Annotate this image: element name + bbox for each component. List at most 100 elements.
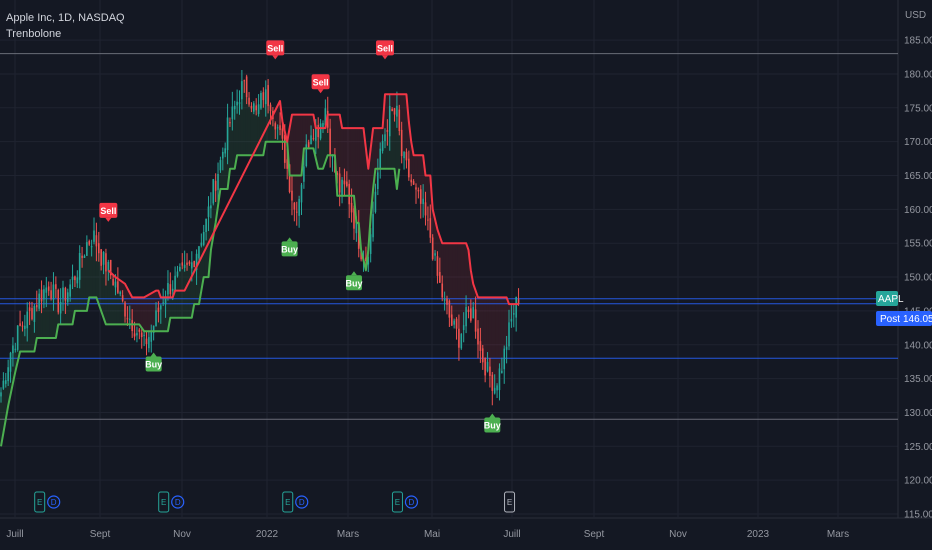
buy-signal-text: Buy: [484, 420, 501, 430]
candle-body: [97, 243, 100, 254]
dividend-icon[interactable]: D: [295, 495, 309, 509]
candle-body: [388, 105, 391, 137]
support-fill: [178, 266, 182, 318]
support-fill: [250, 108, 253, 156]
resistance-fill: [390, 94, 394, 112]
time-tick-label: Mars: [337, 529, 359, 540]
candle-body: [393, 108, 396, 115]
candle-body: [114, 281, 117, 288]
earnings-icon-frame: [34, 491, 46, 513]
sell-signal: Sell: [311, 74, 330, 94]
resistance-fill: [348, 128, 351, 205]
candle-body: [128, 318, 131, 320]
candle-body: [155, 310, 157, 327]
support-fill: [102, 252, 105, 318]
earnings-icon[interactable]: E: [391, 491, 403, 513]
indicator-name[interactable]: Trenbolone: [6, 28, 62, 40]
resistance-fill: [274, 110, 277, 130]
candle-body: [355, 221, 358, 234]
candle-body: [93, 230, 95, 242]
resistance-fill: [307, 114, 310, 148]
resistance-fill: [359, 128, 363, 260]
resistance-fill: [159, 297, 162, 306]
ticker-tag-bg: [876, 291, 898, 306]
support-fill: [262, 100, 265, 156]
candle-body: [496, 385, 498, 391]
time-axis[interactable]: Juill Sept Nov 2022 Mars Mai Juill Sept Nov 2023 M…: [6, 529, 849, 540]
candle-body: [28, 307, 31, 311]
candle-body: [408, 158, 410, 178]
resistance-fill: [412, 155, 415, 185]
resistance-fill: [488, 297, 492, 377]
support-fill: [111, 285, 115, 325]
dividend-icon[interactable]: D: [171, 495, 185, 509]
candle-body: [257, 104, 260, 115]
candle-body: [231, 106, 234, 120]
support-fill: [40, 301, 43, 338]
support-fill: [68, 284, 72, 325]
support-fill: [2, 380, 5, 433]
candle-body: [148, 337, 150, 349]
support-fill: [107, 261, 110, 325]
resistance-fill: [441, 243, 444, 298]
candle-body: [434, 253, 436, 256]
candle-body: [78, 252, 81, 280]
price-axis[interactable]: 115.00120.00125.00130.00135.00140.00145.…: [904, 36, 932, 521]
price-tick-label: 135.00: [904, 374, 932, 385]
candle-body: [462, 325, 465, 331]
chart-legend: Apple Inc, 1D, NASDAQ Trenbolone: [6, 10, 125, 42]
support-fill: [238, 102, 241, 156]
candle-body: [21, 325, 24, 327]
candle-body: [472, 307, 475, 319]
support-fill: [221, 151, 225, 190]
support-fill: [324, 108, 327, 162]
dividend-icon[interactable]: D: [47, 495, 61, 509]
sell-signal: Sell: [99, 202, 118, 222]
support-fill: [66, 292, 69, 325]
candle-body: [222, 151, 224, 159]
resistance-fill: [145, 296, 148, 345]
earnings-icon-frame: [158, 491, 170, 513]
time-tick-label: Mars: [827, 529, 849, 540]
candle-body: [398, 109, 401, 132]
candle-body: [481, 348, 484, 363]
support-fill: [209, 205, 213, 250]
candle-body: [229, 122, 231, 124]
support-fill: [390, 111, 394, 169]
support-fill: [169, 294, 172, 318]
candle-body: [415, 187, 417, 190]
earnings-icon-letter: E: [507, 498, 512, 507]
candle-body: [427, 219, 429, 221]
dividend-icon[interactable]: D: [404, 495, 419, 509]
sell-signal-pointer: [381, 55, 388, 60]
candle-body: [515, 296, 517, 318]
buy-signal-box: [345, 275, 362, 291]
support-fill: [114, 281, 117, 325]
resistance-fill: [350, 128, 353, 213]
sell-signal-pointer: [272, 55, 279, 60]
support-fill: [71, 276, 74, 325]
resistance-fill: [302, 114, 306, 167]
resistance-fill: [443, 243, 446, 299]
candle-body: [336, 172, 339, 175]
price-tick-label: 155.00: [904, 239, 932, 250]
resistance-fill: [495, 297, 499, 386]
candle-body: [52, 284, 55, 300]
dividend-icon-circle: [404, 495, 419, 509]
candle-body: [245, 76, 248, 98]
resistance-fill: [343, 128, 346, 185]
earnings-icon[interactable]: E: [282, 491, 294, 513]
indicator-fills: [0, 81, 520, 447]
candle-body: [424, 202, 427, 216]
resistance-fill: [288, 128, 291, 192]
support-fill: [233, 105, 236, 169]
earnings-icon[interactable]: E: [504, 491, 516, 513]
candle-body: [200, 242, 203, 246]
candle-body: [12, 345, 14, 354]
earnings-icon[interactable]: E: [34, 491, 46, 513]
symbol-title[interactable]: Apple Inc, 1D, NASDAQ: [6, 12, 125, 24]
earnings-icon[interactable]: E: [158, 491, 170, 513]
support-fill: [90, 246, 93, 298]
